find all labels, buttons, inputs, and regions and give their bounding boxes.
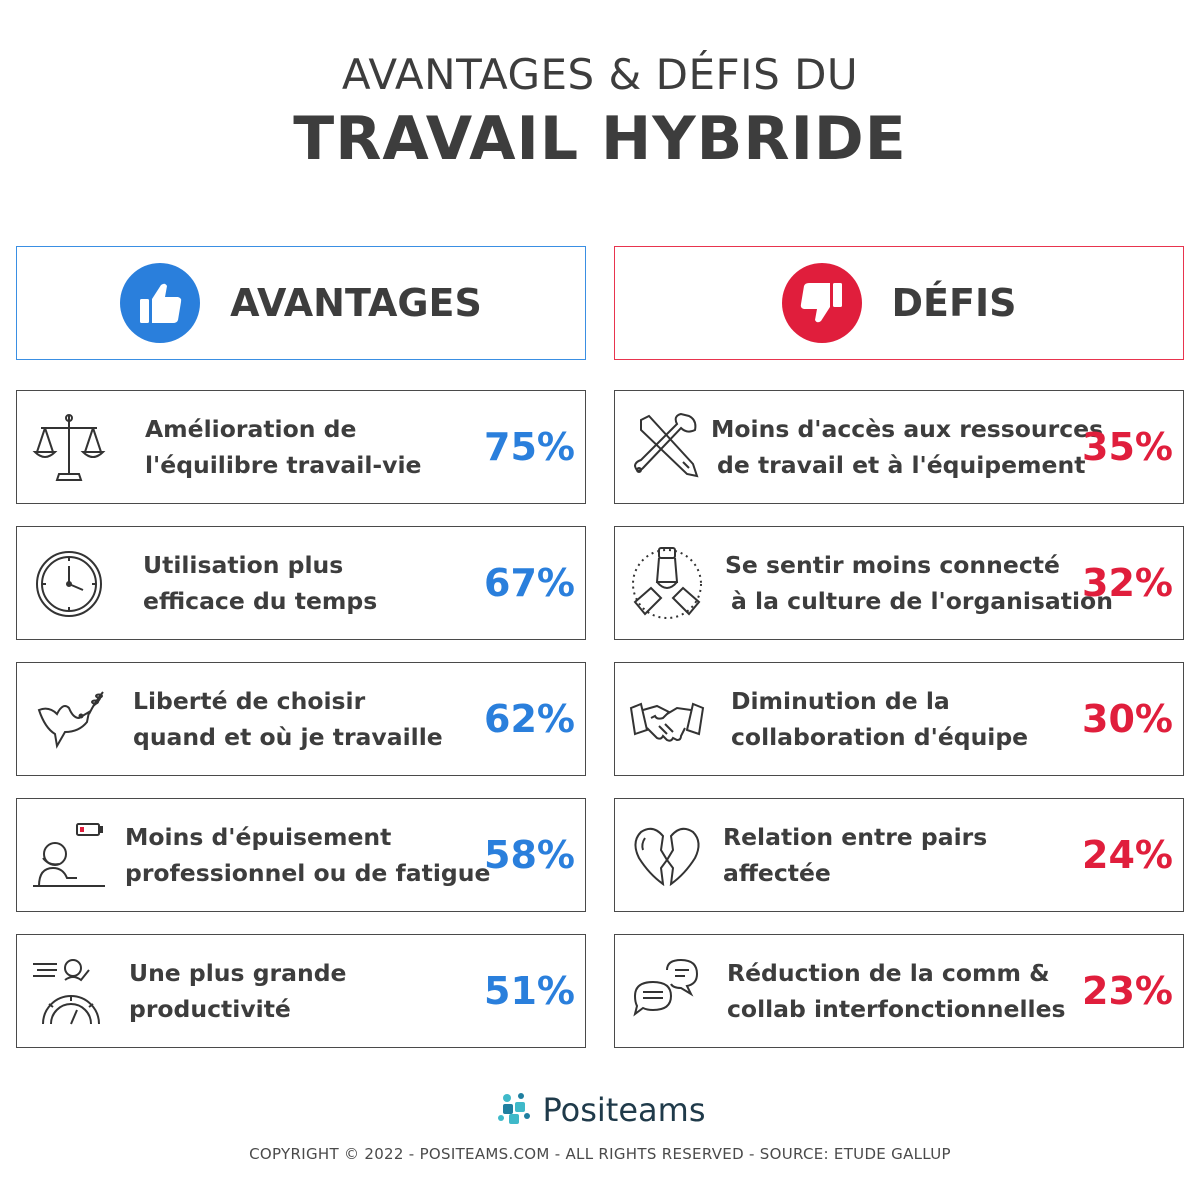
advantage-label-line-2: productivité — [129, 995, 291, 1023]
advantage-percent: 51% — [484, 969, 575, 1013]
advantage-label-line-1: Utilisation plus — [143, 551, 344, 579]
broken-heart-icon — [627, 816, 707, 896]
thumbs-down-icon — [781, 263, 862, 343]
advantage-card: Amélioration de l'équilibre travail-vie … — [16, 390, 586, 504]
dove-icon — [29, 680, 109, 760]
tired-person-icon — [29, 816, 109, 896]
challenge-percent: 23% — [1082, 969, 1173, 1013]
challenge-label-line-2: de travail et à l'équipement — [717, 451, 1086, 479]
challenge-label-line-2: affectée — [723, 859, 831, 887]
advantage-percent: 58% — [484, 833, 575, 877]
challenge-label-line-1: Moins d'accès aux ressources — [711, 415, 1104, 443]
scales-icon — [29, 408, 109, 488]
advantage-label-line-1: Amélioration de — [145, 415, 357, 443]
challenge-label-line-1: Relation entre pairs — [723, 823, 988, 851]
chat-bubbles-icon — [627, 952, 707, 1032]
advantage-card: Moins d'épuisement professionnel ou de f… — [16, 798, 586, 912]
challenge-label-line-1: Réduction de la comm & — [727, 959, 1050, 987]
challenges-header: DÉFIS — [614, 246, 1184, 360]
advantage-percent: 62% — [484, 697, 575, 741]
advantage-label-line-2: professionnel ou de fatigue — [125, 859, 491, 887]
challenge-card: Se sentir moins connecté à la culture de… — [614, 526, 1184, 640]
challenge-label-line-2: à la culture de l'organisation — [731, 587, 1113, 615]
challenge-card: Diminution de la collaboration d'équipe … — [614, 662, 1184, 776]
challenge-label-line-2: collab interfonctionnelles — [727, 995, 1066, 1023]
advantage-label: Utilisation plus efficace du temps — [143, 527, 377, 639]
challenge-card: Réduction de la comm & collab interfonct… — [614, 934, 1184, 1048]
challenge-percent: 35% — [1082, 425, 1173, 469]
advantage-card: Utilisation plus efficace du temps 67% — [16, 526, 586, 640]
brand-name: Positeams — [542, 1091, 706, 1129]
advantage-percent: 67% — [484, 561, 575, 605]
advantages-header: AVANTAGES — [16, 246, 586, 360]
challenge-label-line-2: collaboration d'équipe — [731, 723, 1029, 751]
advantage-label-line-2: efficace du temps — [143, 587, 378, 615]
advantage-label-line-1: Moins d'épuisement — [125, 823, 392, 851]
title-line-1: AVANTAGES & DÉFIS DU — [341, 50, 859, 99]
challenges-header-label: DÉFIS — [891, 281, 1017, 325]
advantage-label-line-2: l'équilibre travail-vie — [145, 451, 422, 479]
advantage-label-line-1: Liberté de choisir — [133, 687, 366, 715]
tools-icon — [627, 408, 707, 488]
challenge-label: Réduction de la comm & collab interfonct… — [727, 935, 1066, 1047]
team-hands-icon — [627, 544, 707, 624]
challenge-percent: 32% — [1082, 561, 1173, 605]
challenge-label: Relation entre pairs affectée — [723, 799, 987, 911]
challenge-percent: 24% — [1082, 833, 1173, 877]
clock-icon — [29, 544, 109, 624]
advantage-label: Amélioration de l'équilibre travail-vie — [145, 391, 421, 503]
challenge-label: Moins d'accès aux ressources de travail … — [711, 391, 1103, 503]
challenge-percent: 30% — [1082, 697, 1173, 741]
advantage-label-line-1: Une plus grande — [129, 959, 347, 987]
challenge-label-line-1: Diminution de la — [731, 687, 950, 715]
advantage-label: Moins d'épuisement professionnel ou de f… — [125, 799, 490, 911]
productivity-icon — [29, 952, 109, 1032]
challenge-card: Relation entre pairs affectée 24% — [614, 798, 1184, 912]
brand-logo: Positeams — [0, 1088, 1200, 1132]
handshake-icon — [627, 680, 707, 760]
challenge-label: Diminution de la collaboration d'équipe — [731, 663, 1028, 775]
challenge-label: Se sentir moins connecté à la culture de… — [725, 527, 1113, 639]
challenge-card: Moins d'accès aux ressources de travail … — [614, 390, 1184, 504]
advantages-header-label: AVANTAGES — [230, 281, 482, 325]
thumbs-up-icon — [120, 263, 201, 343]
advantage-percent: 75% — [484, 425, 575, 469]
advantage-label: Liberté de choisir quand et où je travai… — [133, 663, 443, 775]
advantage-card: Liberté de choisir quand et où je travai… — [16, 662, 586, 776]
footer-copyright: COPYRIGHT © 2022 - POSITEAMS.COM - ALL R… — [249, 1145, 951, 1163]
advantage-label-line-2: quand et où je travaille — [133, 723, 443, 751]
challenge-label-line-1: Se sentir moins connecté — [725, 551, 1060, 579]
puzzle-logo-icon — [495, 1088, 535, 1132]
advantage-label: Une plus grande productivité — [129, 935, 346, 1047]
title-line-2: TRAVAIL HYBRIDE — [293, 104, 907, 174]
advantage-card: Une plus grande productivité 51% — [16, 934, 586, 1048]
